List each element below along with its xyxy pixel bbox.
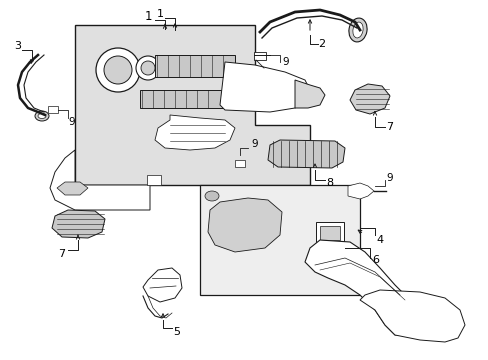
Polygon shape (155, 115, 235, 150)
Ellipse shape (352, 22, 363, 38)
Circle shape (104, 56, 132, 84)
Polygon shape (207, 198, 282, 252)
Text: 9: 9 (251, 139, 258, 149)
Text: 6: 6 (372, 255, 379, 265)
Text: 4: 4 (376, 235, 383, 245)
FancyBboxPatch shape (155, 55, 235, 77)
Text: 7: 7 (59, 249, 65, 259)
Text: 3: 3 (15, 41, 21, 51)
FancyBboxPatch shape (48, 106, 58, 113)
FancyBboxPatch shape (319, 226, 339, 240)
Circle shape (136, 56, 160, 80)
Text: 5: 5 (173, 327, 180, 337)
Polygon shape (349, 84, 389, 114)
Circle shape (141, 61, 155, 75)
Text: 8: 8 (326, 178, 333, 188)
FancyBboxPatch shape (253, 52, 265, 60)
Polygon shape (267, 140, 345, 168)
FancyBboxPatch shape (315, 222, 343, 244)
Text: 9: 9 (282, 57, 289, 67)
Text: 2: 2 (318, 39, 325, 49)
Polygon shape (347, 183, 373, 199)
Ellipse shape (348, 18, 366, 42)
Polygon shape (52, 210, 105, 238)
Polygon shape (294, 80, 325, 108)
Polygon shape (305, 240, 417, 335)
FancyBboxPatch shape (147, 175, 161, 185)
FancyBboxPatch shape (200, 185, 359, 295)
Text: 1: 1 (144, 10, 151, 23)
Ellipse shape (204, 191, 219, 201)
Polygon shape (220, 62, 309, 112)
Polygon shape (50, 150, 150, 210)
FancyBboxPatch shape (140, 90, 224, 108)
Polygon shape (142, 268, 182, 302)
Polygon shape (57, 182, 88, 195)
Circle shape (96, 48, 140, 92)
Text: 9: 9 (68, 117, 75, 127)
Polygon shape (359, 290, 464, 342)
Ellipse shape (38, 113, 46, 118)
Ellipse shape (35, 111, 49, 121)
Polygon shape (75, 25, 309, 185)
FancyBboxPatch shape (235, 160, 244, 167)
Text: 9: 9 (386, 173, 392, 183)
Text: 1: 1 (156, 9, 163, 19)
Text: 7: 7 (386, 122, 393, 132)
